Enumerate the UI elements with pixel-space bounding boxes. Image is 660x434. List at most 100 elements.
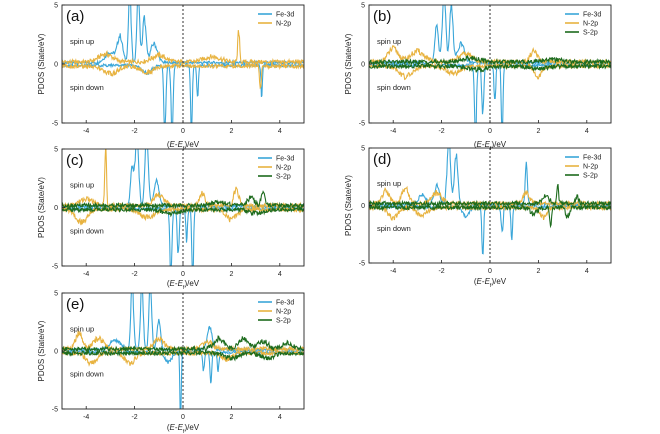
y-tick-label: -5 bbox=[52, 407, 58, 414]
x-tick-label: 2 bbox=[229, 271, 233, 278]
y-tick-label: -5 bbox=[52, 121, 58, 128]
x-axis-label-part: )/eV bbox=[491, 277, 506, 286]
x-tick-label: -2 bbox=[131, 271, 137, 278]
x-axis-label-part: E bbox=[170, 279, 176, 288]
x-axis-label-part: E bbox=[170, 423, 176, 432]
x-axis-label: (E-Ef)/eV bbox=[167, 423, 200, 434]
pdos-panel-d: -4 -2 0 2 4 -5 0 5 (d) spin up spin down PDOS (Stat… bbox=[344, 146, 612, 289]
y-tick-label: -5 bbox=[52, 264, 58, 271]
series-s-2p-spin-up bbox=[62, 190, 304, 210]
panel-label: (b) bbox=[373, 8, 391, 25]
x-axis-label-part: ( bbox=[167, 423, 170, 432]
x-axis-label-part: - bbox=[482, 140, 485, 149]
legend-label: Fe-3d bbox=[276, 300, 294, 307]
x-tick-label: 0 bbox=[488, 128, 492, 135]
y-tick-label: 0 bbox=[54, 349, 58, 356]
legend-label: N-2p bbox=[583, 21, 598, 28]
x-tick-label: 4 bbox=[585, 268, 589, 275]
x-axis-label-part: - bbox=[175, 140, 178, 149]
x-axis-label-part: f bbox=[490, 146, 492, 152]
series-s-2p-spin-down bbox=[369, 203, 611, 229]
x-axis-label-part: )/eV bbox=[184, 279, 199, 288]
spin-down-annotation: spin down bbox=[377, 224, 411, 233]
panel-label: (a) bbox=[66, 8, 84, 25]
x-tick-label: -4 bbox=[390, 128, 396, 135]
y-axis-label: PDOS (State/eV) bbox=[37, 177, 46, 238]
legend: Fe-3d N-2p S-2p bbox=[565, 155, 601, 180]
x-tick-label: 2 bbox=[229, 414, 233, 421]
x-axis-label-part: f bbox=[490, 283, 492, 289]
x-tick-label: 0 bbox=[181, 271, 185, 278]
x-axis-label-part: f bbox=[183, 429, 185, 434]
y-tick-label: 5 bbox=[54, 147, 58, 154]
legend-label: N-2p bbox=[276, 21, 291, 28]
x-axis-label-part: E bbox=[477, 277, 483, 286]
x-axis-label-part: ( bbox=[167, 140, 170, 149]
legend-label: S-2p bbox=[583, 173, 598, 180]
pdos-curves bbox=[62, 293, 304, 409]
y-axis-label: PDOS (State/eV) bbox=[37, 320, 46, 381]
spin-up-annotation: spin up bbox=[377, 179, 401, 188]
x-tick-label: -4 bbox=[83, 414, 89, 421]
spin-down-annotation: spin down bbox=[70, 226, 104, 235]
legend: Fe-3d N-2p S-2p bbox=[258, 300, 294, 325]
legend: Fe-3d N-2p S-2p bbox=[258, 156, 294, 181]
x-axis-label-part: E bbox=[485, 140, 491, 149]
spin-up-annotation: spin up bbox=[70, 37, 94, 46]
x-tick-label: -4 bbox=[390, 268, 396, 275]
pdos-curves bbox=[62, 5, 304, 123]
x-axis-label-part: ( bbox=[167, 279, 170, 288]
x-axis-label-part: ( bbox=[474, 140, 477, 149]
legend-label: N-2p bbox=[276, 165, 291, 172]
x-axis-label-part: - bbox=[175, 279, 178, 288]
series-s-2p-spin-down bbox=[369, 62, 611, 73]
x-tick-label: 4 bbox=[278, 128, 282, 135]
spin-down-annotation: spin down bbox=[70, 370, 104, 379]
x-tick-label: 2 bbox=[536, 128, 540, 135]
series-s-2p-spin-down bbox=[62, 349, 304, 362]
x-axis-label: (E-Ef)/eV bbox=[474, 140, 507, 152]
x-tick-label: 0 bbox=[488, 268, 492, 275]
x-axis-label-part: E bbox=[477, 140, 483, 149]
legend-label: N-2p bbox=[276, 309, 291, 316]
legend-label: Fe-3d bbox=[583, 12, 601, 19]
y-axis-label: PDOS (State/eV) bbox=[344, 175, 353, 236]
x-tick-label: -2 bbox=[438, 268, 444, 275]
pdos-panel-e: -4 -2 0 2 4 -5 0 5 (e) spin up spin down PDOS (Stat… bbox=[37, 291, 305, 434]
x-axis-label-part: E bbox=[485, 277, 491, 286]
x-tick-label: -2 bbox=[131, 414, 137, 421]
series-n-2p-spin-up bbox=[62, 30, 304, 66]
spin-up-annotation: spin up bbox=[377, 37, 401, 46]
panel-label: (d) bbox=[373, 151, 391, 168]
x-axis-label-part: E bbox=[178, 423, 184, 432]
y-tick-label: -5 bbox=[359, 261, 365, 268]
y-tick-label: -5 bbox=[359, 121, 365, 128]
y-tick-label: 5 bbox=[54, 3, 58, 10]
legend-label: Fe-3d bbox=[276, 156, 294, 163]
legend-label: N-2p bbox=[583, 164, 598, 171]
spin-up-annotation: spin up bbox=[70, 324, 94, 333]
x-tick-label: -2 bbox=[438, 128, 444, 135]
x-tick-label: 0 bbox=[181, 128, 185, 135]
pdos-panel-c: -4 -2 0 2 4 -5 0 5 (c) spin up spin down PDOS (Stat… bbox=[37, 147, 305, 291]
y-tick-label: 5 bbox=[54, 291, 58, 298]
spin-down-annotation: spin down bbox=[377, 83, 411, 92]
spin-down-annotation: spin down bbox=[70, 83, 104, 92]
legend-label: Fe-3d bbox=[583, 155, 601, 162]
legend-label: S-2p bbox=[276, 174, 291, 181]
x-axis-label-part: )/eV bbox=[184, 423, 199, 432]
x-tick-label: -4 bbox=[83, 128, 89, 135]
x-axis-label-part: )/eV bbox=[491, 140, 506, 149]
x-tick-label: 4 bbox=[278, 271, 282, 278]
y-axis-label: PDOS (State/eV) bbox=[37, 33, 46, 94]
series-s-2p-spin-up bbox=[369, 54, 611, 66]
x-axis-label: (E-Ef)/eV bbox=[167, 279, 200, 291]
y-tick-label: 5 bbox=[361, 146, 365, 153]
y-tick-label: 0 bbox=[54, 205, 58, 212]
y-tick-label: 0 bbox=[361, 62, 365, 69]
y-tick-label: 0 bbox=[361, 203, 365, 210]
panel-label: (c) bbox=[66, 152, 84, 169]
x-tick-label: 4 bbox=[585, 128, 589, 135]
